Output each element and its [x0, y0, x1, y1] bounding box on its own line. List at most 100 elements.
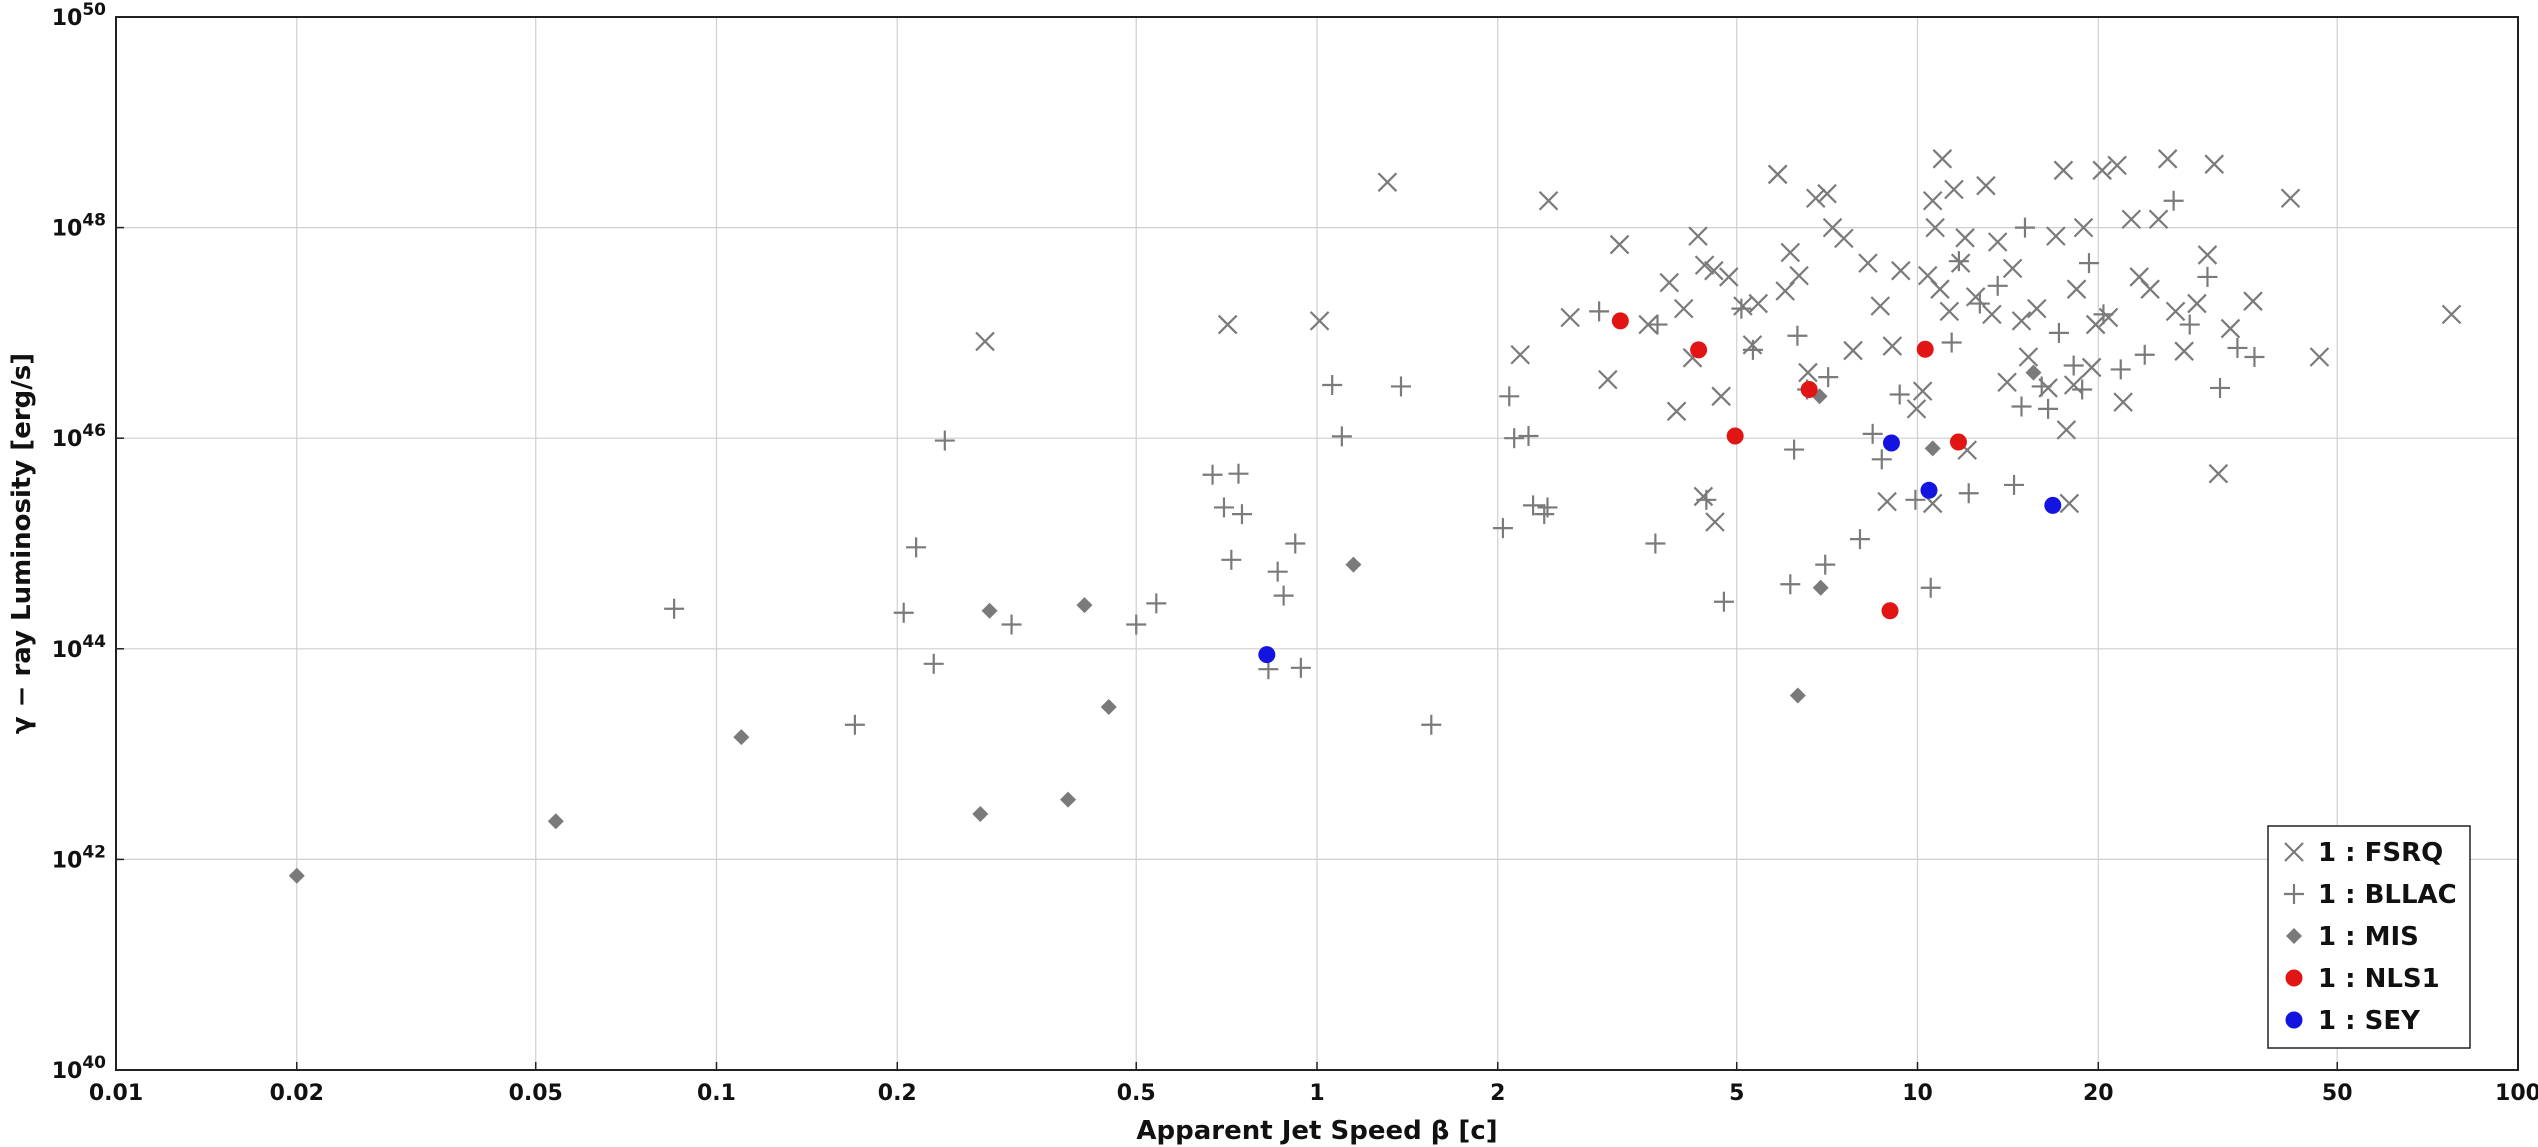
point-fsrq	[2063, 375, 2084, 395]
point-bllac	[1958, 483, 1979, 504]
point-fsrq	[1789, 265, 1809, 286]
y-tick-label: 1044	[52, 632, 106, 663]
point-bllac	[2197, 266, 2218, 287]
legend-label-fsrq: 1 : FSRQ	[2318, 838, 2443, 868]
point-mis	[547, 813, 564, 830]
legend-label-bllac: 1 : BLLAC	[2318, 880, 2457, 910]
point-bllac	[1421, 714, 1442, 735]
x-tick-label: 5	[1729, 1081, 1744, 1106]
x-tick-label: 0.2	[878, 1081, 917, 1106]
point-fsrq	[2220, 318, 2241, 339]
point-fsrq	[2011, 311, 2032, 331]
y-tick-label: 1042	[52, 842, 106, 873]
x-tick-label: 20	[2083, 1081, 2114, 1106]
point-fsrq	[1748, 293, 1769, 314]
point-fsrq	[2280, 188, 2301, 209]
point-fsrq	[1309, 311, 1330, 331]
point-bllac	[2110, 359, 2131, 380]
point-fsrq	[1843, 340, 1863, 361]
point-fsrq	[2085, 314, 2106, 335]
x-tick-label: 0.5	[1117, 1081, 1156, 1106]
point-bllac	[1504, 428, 1525, 449]
point-fsrq	[1955, 228, 1975, 248]
point-nls1	[1800, 381, 1818, 399]
point-fsrq	[2081, 357, 2102, 378]
point-bllac	[1221, 549, 1242, 570]
legend-marker-sey	[2285, 1011, 2303, 1029]
point-nls1	[1611, 312, 1629, 330]
point-bllac	[1948, 251, 1969, 272]
point-fsrq	[2441, 304, 2462, 325]
legend-marker-bllac	[2284, 884, 2304, 904]
point-fsrq	[2073, 217, 2094, 238]
point-fsrq	[1780, 242, 1801, 263]
point-bllac	[1126, 614, 1147, 635]
x-tick-label: 1	[1309, 1081, 1324, 1106]
point-fsrq	[2066, 279, 2087, 299]
point-mis	[1789, 687, 1806, 704]
legend-box	[2267, 825, 2471, 1049]
y-tick-label: 1048	[52, 211, 106, 242]
legend-marker-fsrq	[2284, 842, 2304, 862]
point-bllac	[1647, 314, 1668, 335]
point-fsrq	[2002, 258, 2023, 279]
point-bllac	[2244, 347, 2265, 368]
point-fsrq	[2121, 209, 2142, 230]
point-bllac	[1290, 657, 1311, 678]
point-fsrq	[1817, 183, 1837, 204]
point-mis	[1345, 556, 1362, 573]
point-bllac	[1523, 495, 1544, 516]
point-fsrq	[2208, 463, 2229, 484]
point-fsrq	[1694, 255, 1715, 275]
point-bllac	[1731, 298, 1752, 319]
point-bllac	[1941, 332, 1962, 353]
point-nls1	[1949, 433, 1967, 451]
point-fsrq	[1560, 307, 1580, 328]
point-bllac	[1849, 529, 1870, 550]
point-fsrq	[1377, 172, 1398, 192]
point-bllac	[1905, 489, 1926, 510]
point-fsrq	[2243, 291, 2263, 311]
point-fsrq	[2059, 493, 2080, 514]
point-bllac	[1862, 423, 1883, 444]
point-sey	[1882, 434, 1900, 452]
x-tick-label: 50	[2322, 1081, 2353, 1106]
point-bllac	[1537, 497, 1558, 518]
point-fsrq	[2018, 347, 2039, 367]
point-fsrq	[1939, 301, 1960, 322]
point-mis	[1100, 699, 1117, 716]
point-fsrq	[1688, 226, 1708, 246]
point-fsrq	[2092, 160, 2112, 181]
x-tick-label: 0.05	[509, 1081, 563, 1106]
point-fsrq	[1870, 296, 1891, 316]
point-bllac	[1871, 449, 1892, 470]
x-tick-label: 100	[2495, 1081, 2538, 1106]
point-bllac	[1492, 518, 1513, 539]
point-bllac	[844, 714, 865, 735]
point-bllac	[1784, 439, 1805, 460]
point-bllac	[1645, 533, 1666, 554]
point-bllac	[923, 653, 944, 674]
point-bllac	[2048, 322, 2069, 343]
point-bllac	[934, 430, 955, 451]
point-bllac	[1146, 593, 1167, 614]
legend-label-mis: 1 : MIS	[2318, 922, 2419, 952]
point-fsrq	[1912, 381, 1933, 401]
point-bllac	[1202, 464, 1223, 485]
legend: 1 : FSRQ 1 : BLLAC 1 : MIS 1 : NLS1 1 : SEY	[2267, 825, 2471, 1049]
point-bllac	[1228, 463, 1249, 484]
y-tick-label: 1040	[52, 1053, 106, 1084]
x-axis-label: Apparent Jet Speed β [c]	[1136, 1116, 1497, 1146]
point-bllac	[1331, 426, 1352, 447]
point-bllac	[2093, 304, 2114, 325]
point-fsrq	[1711, 386, 1731, 407]
point-fsrq	[1510, 344, 1531, 365]
point-fsrq	[1925, 217, 1945, 238]
point-bllac	[1231, 504, 1252, 525]
point-bllac	[1285, 533, 1306, 554]
y-tick-label: 1050	[52, 0, 106, 31]
point-bllac	[1001, 614, 1022, 635]
x-axis-ticks: 0.01 0.02 0.05 0.1 0.2 0.5 1 2 5 10 20 50 100	[89, 1062, 2538, 1106]
point-fsrq	[1705, 512, 1725, 532]
point-bllac	[2078, 253, 2099, 274]
